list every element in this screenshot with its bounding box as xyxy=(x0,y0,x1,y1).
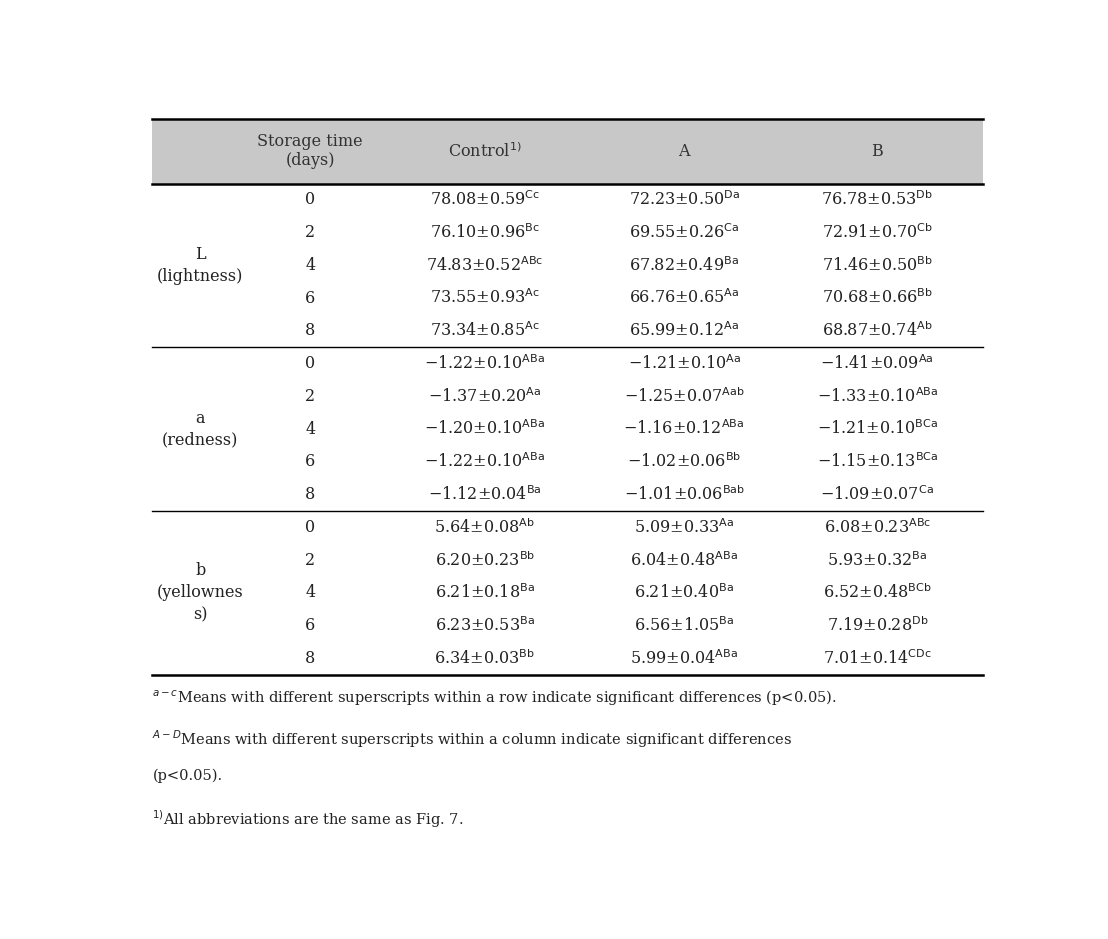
Text: 70.68±0.66$^{\mathrm{Bb}}$: 70.68±0.66$^{\mathrm{Bb}}$ xyxy=(822,289,933,307)
Text: 6.21±0.18$^{\mathrm{Ba}}$: 6.21±0.18$^{\mathrm{Ba}}$ xyxy=(434,583,535,602)
Text: 5.99±0.04$^{\mathrm{ABa}}$: 5.99±0.04$^{\mathrm{ABa}}$ xyxy=(630,649,738,668)
Text: 4: 4 xyxy=(305,257,316,274)
Text: L
(lightness): L (lightness) xyxy=(157,246,244,285)
Text: 0: 0 xyxy=(305,355,316,372)
Text: 73.55±0.93$^{\mathrm{Ac}}$: 73.55±0.93$^{\mathrm{Ac}}$ xyxy=(430,289,540,307)
Text: $^{a-c}$Means with different superscripts within a row indicate significant diff: $^{a-c}$Means with different superscript… xyxy=(153,688,838,708)
Text: Storage time
(days): Storage time (days) xyxy=(257,133,363,169)
Text: 6.21±0.40$^{\mathrm{Ba}}$: 6.21±0.40$^{\mathrm{Ba}}$ xyxy=(634,583,735,602)
Text: 6.34±0.03$^{\mathrm{Bb}}$: 6.34±0.03$^{\mathrm{Bb}}$ xyxy=(434,649,535,668)
Text: 2: 2 xyxy=(305,224,316,241)
Text: 6: 6 xyxy=(305,617,316,634)
Text: 8: 8 xyxy=(305,322,316,339)
Text: 69.55±0.26$^{\mathrm{Ca}}$: 69.55±0.26$^{\mathrm{Ca}}$ xyxy=(629,223,739,242)
Text: 5.93±0.32$^{\mathrm{Ba}}$: 5.93±0.32$^{\mathrm{Ba}}$ xyxy=(828,551,927,569)
Text: 6: 6 xyxy=(305,454,316,470)
Text: 0: 0 xyxy=(305,519,316,536)
Text: A: A xyxy=(678,143,690,160)
Text: 6.04±0.48$^{\mathrm{ABa}}$: 6.04±0.48$^{\mathrm{ABa}}$ xyxy=(630,551,738,569)
Text: 74.83±0.52$^{\mathrm{ABc}}$: 74.83±0.52$^{\mathrm{ABc}}$ xyxy=(427,256,543,275)
Bar xyxy=(153,119,983,183)
Text: 78.08±0.59$^{\mathrm{Cc}}$: 78.08±0.59$^{\mathrm{Cc}}$ xyxy=(430,191,540,209)
Text: $^{A-D}$Means with different superscripts within a column indicate significant d: $^{A-D}$Means with different superscript… xyxy=(153,729,792,750)
Text: B: B xyxy=(872,143,883,160)
Text: −1.25±0.07$^{\mathrm{Aab}}$: −1.25±0.07$^{\mathrm{Aab}}$ xyxy=(624,387,745,406)
Text: 72.91±0.70$^{\mathrm{Cb}}$: 72.91±0.70$^{\mathrm{Cb}}$ xyxy=(822,223,933,242)
Text: 65.99±0.12$^{\mathrm{Aa}}$: 65.99±0.12$^{\mathrm{Aa}}$ xyxy=(629,321,739,340)
Text: 71.46±0.50$^{\mathrm{Bb}}$: 71.46±0.50$^{\mathrm{Bb}}$ xyxy=(822,256,933,275)
Text: 2: 2 xyxy=(305,388,316,405)
Text: b
(yellownes
s): b (yellownes s) xyxy=(157,562,244,623)
Text: −1.37±0.20$^{\mathrm{Aa}}$: −1.37±0.20$^{\mathrm{Aa}}$ xyxy=(428,387,542,406)
Text: 76.78±0.53$^{\mathrm{Db}}$: 76.78±0.53$^{\mathrm{Db}}$ xyxy=(821,191,933,209)
Text: 73.34±0.85$^{\mathrm{Ac}}$: 73.34±0.85$^{\mathrm{Ac}}$ xyxy=(430,321,540,340)
Text: 67.82±0.49$^{\mathrm{Ba}}$: 67.82±0.49$^{\mathrm{Ba}}$ xyxy=(629,256,739,275)
Text: −1.22±0.10$^{\mathrm{ABa}}$: −1.22±0.10$^{\mathrm{ABa}}$ xyxy=(424,354,545,373)
Text: 8: 8 xyxy=(305,650,316,667)
Text: 6.52±0.48$^{\mathrm{BCb}}$: 6.52±0.48$^{\mathrm{BCb}}$ xyxy=(823,583,932,602)
Text: 4: 4 xyxy=(305,584,316,601)
Text: 6.20±0.23$^{\mathrm{Bb}}$: 6.20±0.23$^{\mathrm{Bb}}$ xyxy=(434,551,535,569)
Text: −1.41±0.09$^{\mathrm{Aa}}$: −1.41±0.09$^{\mathrm{Aa}}$ xyxy=(821,354,934,373)
Text: 7.19±0.28$^{\mathrm{Db}}$: 7.19±0.28$^{\mathrm{Db}}$ xyxy=(827,616,929,635)
Text: 0: 0 xyxy=(305,192,316,208)
Text: −1.12±0.04$^{\mathrm{Ba}}$: −1.12±0.04$^{\mathrm{Ba}}$ xyxy=(428,485,542,504)
Text: 8: 8 xyxy=(305,486,316,503)
Text: −1.22±0.10$^{\mathrm{ABa}}$: −1.22±0.10$^{\mathrm{ABa}}$ xyxy=(424,453,545,471)
Text: 6.23±0.53$^{\mathrm{Ba}}$: 6.23±0.53$^{\mathrm{Ba}}$ xyxy=(434,616,535,635)
Text: −1.21±0.10$^{\mathrm{BCa}}$: −1.21±0.10$^{\mathrm{BCa}}$ xyxy=(817,420,937,439)
Text: −1.33±0.10$^{\mathrm{ABa}}$: −1.33±0.10$^{\mathrm{ABa}}$ xyxy=(817,387,938,406)
Text: −1.21±0.10$^{\mathrm{Aa}}$: −1.21±0.10$^{\mathrm{Aa}}$ xyxy=(627,354,741,373)
Text: Control$^{1)}$: Control$^{1)}$ xyxy=(448,142,522,161)
Text: −1.02±0.06$^{\mathrm{Bb}}$: −1.02±0.06$^{\mathrm{Bb}}$ xyxy=(627,453,741,471)
Text: 5.09±0.33$^{\mathrm{Aa}}$: 5.09±0.33$^{\mathrm{Aa}}$ xyxy=(634,518,735,537)
Text: a
(redness): a (redness) xyxy=(162,409,238,449)
Text: −1.09±0.07$^{\mathrm{Ca}}$: −1.09±0.07$^{\mathrm{Ca}}$ xyxy=(820,485,934,504)
Text: 6.56±1.05$^{\mathrm{Ba}}$: 6.56±1.05$^{\mathrm{Ba}}$ xyxy=(634,616,735,635)
Text: −1.20±0.10$^{\mathrm{ABa}}$: −1.20±0.10$^{\mathrm{ABa}}$ xyxy=(424,420,545,439)
Text: $^{1)}$All abbreviations are the same as Fig. 7.: $^{1)}$All abbreviations are the same as… xyxy=(153,808,464,830)
Text: 5.64±0.08$^{\mathrm{Ab}}$: 5.64±0.08$^{\mathrm{Ab}}$ xyxy=(434,518,535,537)
Text: −1.01±0.06$^{\mathrm{Bab}}$: −1.01±0.06$^{\mathrm{Bab}}$ xyxy=(624,485,745,504)
Text: (p<0.05).: (p<0.05). xyxy=(153,769,223,783)
Text: 6.08±0.23$^{\mathrm{ABc}}$: 6.08±0.23$^{\mathrm{ABc}}$ xyxy=(823,518,931,537)
Text: 76.10±0.96$^{\mathrm{Bc}}$: 76.10±0.96$^{\mathrm{Bc}}$ xyxy=(430,223,540,242)
Text: −1.15±0.13$^{\mathrm{BCa}}$: −1.15±0.13$^{\mathrm{BCa}}$ xyxy=(817,453,938,471)
Text: 7.01±0.14$^{\mathrm{CDc}}$: 7.01±0.14$^{\mathrm{CDc}}$ xyxy=(823,649,932,668)
Text: −1.16±0.12$^{\mathrm{ABa}}$: −1.16±0.12$^{\mathrm{ABa}}$ xyxy=(624,420,745,439)
Text: 72.23±0.50$^{\mathrm{Da}}$: 72.23±0.50$^{\mathrm{Da}}$ xyxy=(628,191,740,209)
Text: 66.76±0.65$^{\mathrm{Aa}}$: 66.76±0.65$^{\mathrm{Aa}}$ xyxy=(629,289,739,307)
Text: 68.87±0.74$^{\mathrm{Ab}}$: 68.87±0.74$^{\mathrm{Ab}}$ xyxy=(822,321,933,340)
Text: 6: 6 xyxy=(305,289,316,307)
Text: 2: 2 xyxy=(305,551,316,569)
Text: 4: 4 xyxy=(305,421,316,438)
